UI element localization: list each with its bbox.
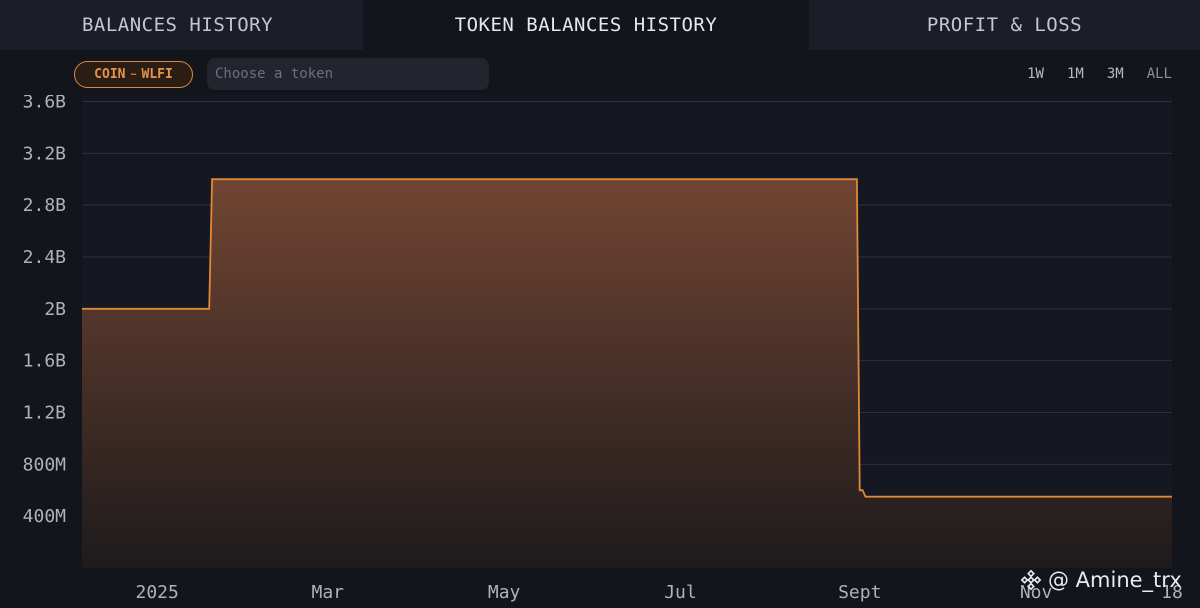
watermark-text: @ Amine_trx: [1048, 568, 1182, 592]
range-1m-button[interactable]: 1M: [1066, 66, 1084, 82]
tab-profit-and-loss[interactable]: PROFIT & LOSS: [809, 0, 1200, 50]
balance-area-fill: [82, 179, 1172, 568]
x-tick-label: Mar: [311, 582, 344, 603]
x-tick-label: Jul: [664, 582, 697, 603]
y-tick-label: 2.8B: [23, 195, 66, 216]
token-filter-label: WLFI: [141, 67, 173, 82]
tab-balances-history[interactable]: BALANCES HISTORY: [0, 0, 363, 50]
range-3m-button[interactable]: 3M: [1106, 66, 1124, 82]
time-range-selector: 1W 1M 3M ALL: [1027, 66, 1172, 82]
y-tick-label: 1.2B: [23, 402, 66, 423]
filter-separator: ~: [130, 69, 137, 80]
y-tick-label: 2.4B: [23, 247, 66, 268]
tab-bar: BALANCES HISTORY TOKEN BALANCES HISTORY …: [0, 0, 1200, 50]
y-tick-label: 2B: [44, 299, 66, 320]
range-all-button[interactable]: ALL: [1146, 66, 1172, 82]
binance-logo-icon: [1020, 569, 1042, 591]
range-1w-button[interactable]: 1W: [1027, 66, 1044, 82]
coin-filter-label: COIN: [94, 67, 126, 82]
x-tick-label: Sept: [838, 582, 881, 603]
token-balance-chart: 400M 800M 1.2B 1.6B 2B 2.4B 2.8B 3.2B 3.6B 2025 M…: [23, 95, 1183, 603]
y-tick-label: 800M: [23, 454, 67, 475]
x-tick-label: 18: [1161, 582, 1183, 603]
y-tick-label: 1.6B: [23, 351, 66, 372]
watermark: @ Amine_trx: [1020, 568, 1182, 592]
balance-series-line: [82, 178, 1172, 498]
y-tick-label: 400M: [23, 506, 67, 527]
coin-filter-chip[interactable]: COIN ~ WLFI: [74, 61, 193, 88]
y-tick-label: 3.6B: [23, 95, 66, 112]
tab-token-balances-history[interactable]: TOKEN BALANCES HISTORY: [363, 0, 809, 50]
x-tick-label: May: [488, 582, 521, 603]
x-tick-label: 2025: [135, 582, 178, 603]
token-search-input[interactable]: [207, 58, 489, 90]
y-tick-label: 3.2B: [23, 143, 66, 164]
